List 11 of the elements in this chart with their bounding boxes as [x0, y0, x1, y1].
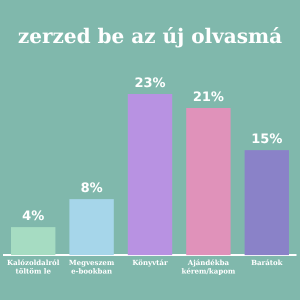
data-label: 8% — [80, 181, 103, 196]
bar — [69, 199, 114, 256]
bar — [186, 108, 231, 256]
bar — [244, 150, 289, 256]
data-label: 4% — [22, 209, 44, 224]
data-label: 15% — [251, 132, 282, 147]
data-label: 21% — [192, 90, 224, 105]
chart-title: zerzed be az új olvasmá — [18, 24, 282, 48]
data-label: 23% — [134, 76, 166, 91]
bar — [128, 94, 172, 256]
bar — [11, 227, 56, 256]
